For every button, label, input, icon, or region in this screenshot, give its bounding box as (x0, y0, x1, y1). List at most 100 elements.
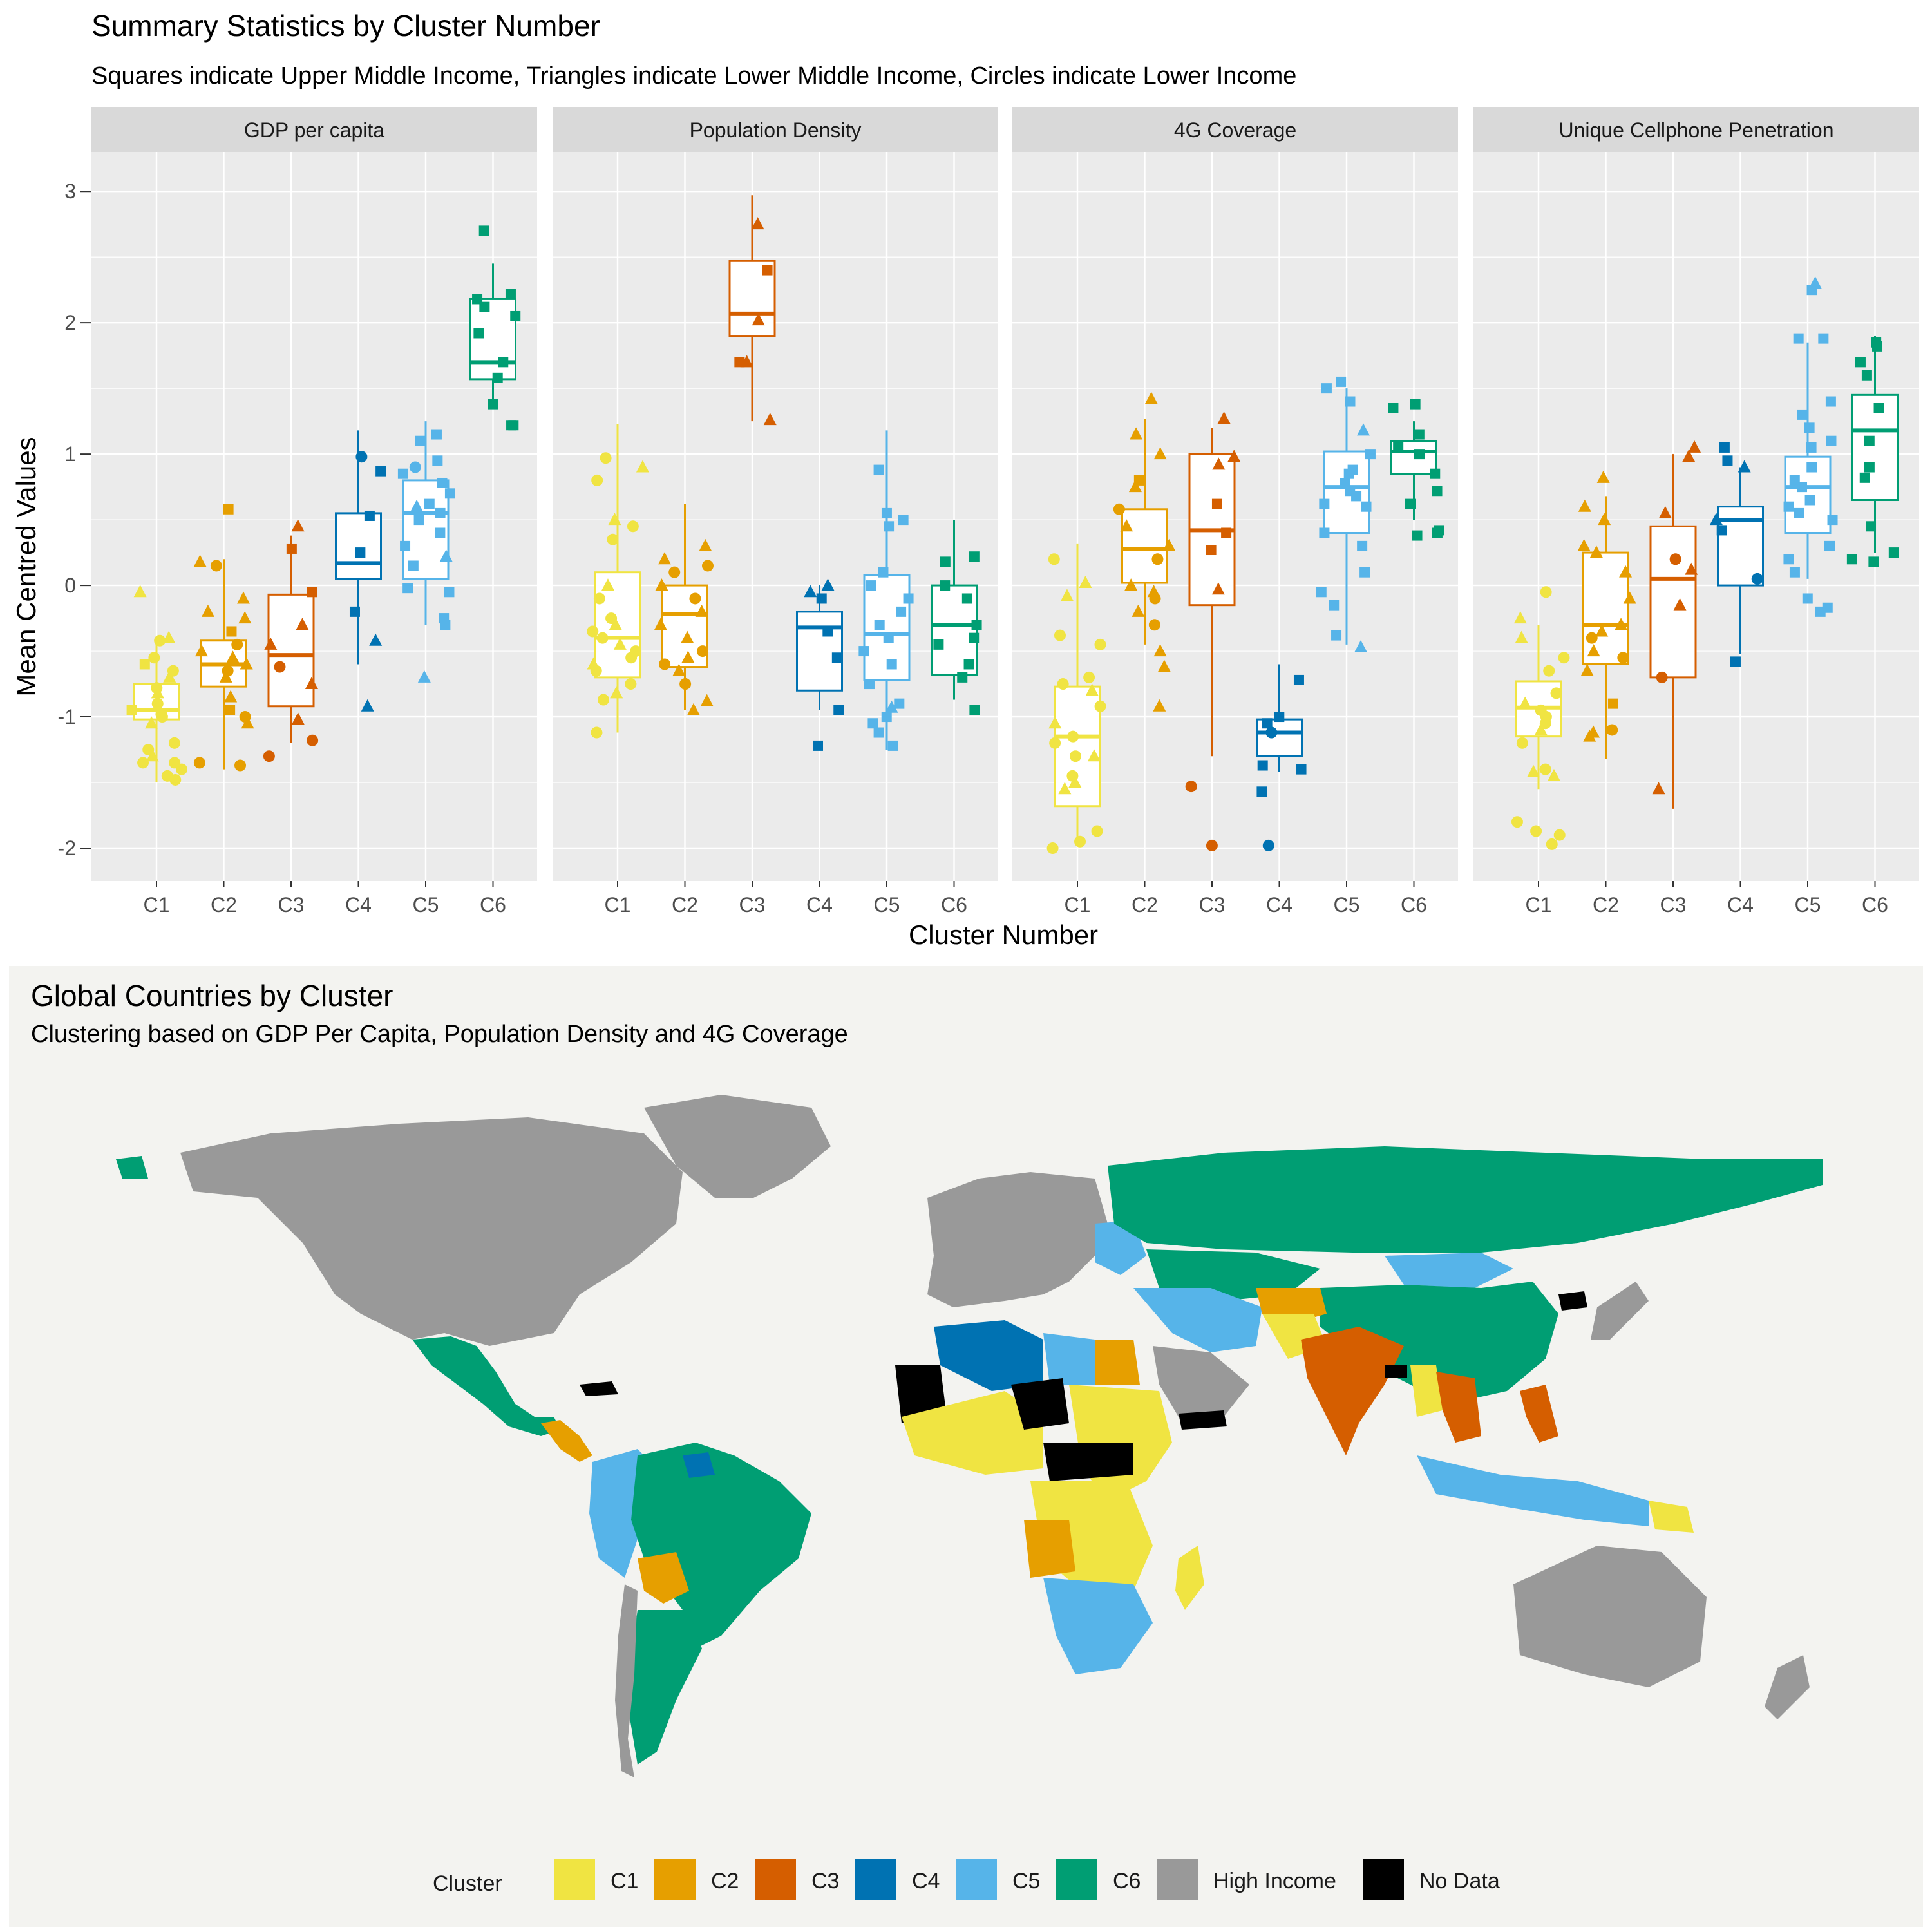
panel-background (91, 152, 537, 881)
data-point-triangle (1048, 716, 1062, 729)
data-point-square (435, 507, 446, 518)
data-point-triangle (417, 670, 431, 683)
legend-title: Cluster (433, 1871, 502, 1896)
map-region-libya (1043, 1333, 1095, 1385)
data-point-circle (1046, 842, 1059, 855)
data-point-triangle (1519, 696, 1532, 709)
data-point-circle (169, 757, 181, 769)
data-point-square (961, 593, 972, 604)
data-point-triangle (699, 538, 712, 551)
data-point-triangle (1087, 749, 1101, 762)
map-subtitle: Clustering based on GDP Per Capita, Popu… (31, 1021, 848, 1048)
data-point-triangle (1120, 519, 1133, 532)
data-point-square (223, 504, 234, 515)
legend-key (956, 1859, 997, 1900)
data-point-square (1343, 468, 1354, 479)
box-body (1649, 525, 1697, 679)
data-point-circle (193, 757, 205, 769)
legend-label: C1 (611, 1869, 638, 1893)
data-point-square (1257, 760, 1268, 771)
legend-label: C5 (1012, 1869, 1040, 1893)
facet-strip (553, 107, 998, 152)
map-region-mongolia (1385, 1253, 1513, 1288)
data-point-square (1806, 462, 1817, 473)
data-point-triangle (1227, 450, 1241, 462)
data-point-square (415, 435, 426, 446)
data-point-triangle (264, 637, 278, 650)
data-point-square (1804, 422, 1815, 433)
data-point-square (1730, 656, 1741, 667)
data-point-square (1866, 521, 1877, 532)
data-point-square (1432, 486, 1443, 497)
data-point-square (1824, 540, 1835, 551)
x-tick-label: C5 (874, 893, 900, 916)
data-point-circle (1091, 825, 1103, 837)
data-point-square (1361, 501, 1372, 512)
data-point-square (1825, 396, 1836, 407)
data-point-square (349, 606, 360, 617)
data-point-triangle (655, 578, 668, 591)
data-point-square (734, 357, 745, 368)
data-point-square (1868, 556, 1879, 567)
y-tick-label: 3 (64, 180, 76, 203)
data-point-circle (263, 750, 275, 762)
map-region-central-america (541, 1420, 592, 1462)
data-point-triangle (1598, 513, 1611, 526)
data-point-triangle (1085, 683, 1099, 696)
data-point-square (1405, 498, 1416, 509)
data-point-square (1864, 462, 1875, 473)
data-point-triangle (1354, 639, 1368, 652)
data-point-circle (154, 634, 166, 647)
facet-strip-label: Unique Cellphone Penetration (1559, 118, 1834, 142)
data-point-square (1351, 491, 1362, 502)
data-point-triangle (1153, 644, 1167, 657)
data-point-triangle (804, 585, 817, 598)
x-tick-label: C6 (1862, 893, 1888, 916)
data-point-square (424, 498, 435, 509)
data-point-circle (590, 665, 602, 677)
data-point-circle (1151, 553, 1164, 565)
data-point-square (1804, 495, 1815, 506)
data-point-square (1206, 545, 1217, 556)
data-point-square (1793, 333, 1804, 344)
data-point-square (1864, 435, 1875, 446)
data-point-square (1797, 482, 1808, 493)
map-region-car-nodata (1043, 1443, 1133, 1481)
data-point-triangle (613, 637, 627, 650)
data-point-square (1331, 630, 1342, 641)
data-point-square (1414, 429, 1425, 440)
data-point-triangle (296, 618, 309, 630)
data-point-triangle (1547, 768, 1560, 781)
data-point-triangle (763, 413, 777, 426)
box-body (469, 298, 516, 381)
data-point-square (1274, 712, 1285, 723)
data-point-square (492, 372, 503, 383)
data-point-triangle (291, 519, 305, 532)
data-point-square (226, 626, 237, 637)
y-tick-label: 1 (64, 442, 76, 466)
data-point-square (1888, 547, 1899, 558)
legend-key (1056, 1859, 1097, 1900)
data-point-square (1340, 477, 1350, 488)
box-body (267, 593, 315, 708)
data-point-square (874, 620, 885, 630)
x-tick-label: C6 (480, 893, 506, 916)
data-point-square (1319, 498, 1330, 509)
data-point-circle (274, 661, 286, 673)
map-region-europe (927, 1172, 1108, 1307)
data-point-circle (1669, 553, 1681, 565)
data-point-square (969, 632, 980, 643)
data-point-square (506, 420, 517, 431)
data-point-circle (151, 697, 164, 710)
data-point-triangle (654, 618, 667, 630)
data-point-circle (1094, 638, 1106, 650)
data-point-square (355, 547, 366, 558)
data-point-square (812, 740, 823, 751)
map-region-guianas (683, 1452, 715, 1478)
data-point-circle (1543, 665, 1555, 677)
data-point-triangle (821, 578, 835, 591)
map-region-japan (1591, 1282, 1649, 1340)
data-point-square (435, 527, 446, 538)
data-point-square (1211, 498, 1222, 509)
data-point-square (1719, 442, 1730, 453)
